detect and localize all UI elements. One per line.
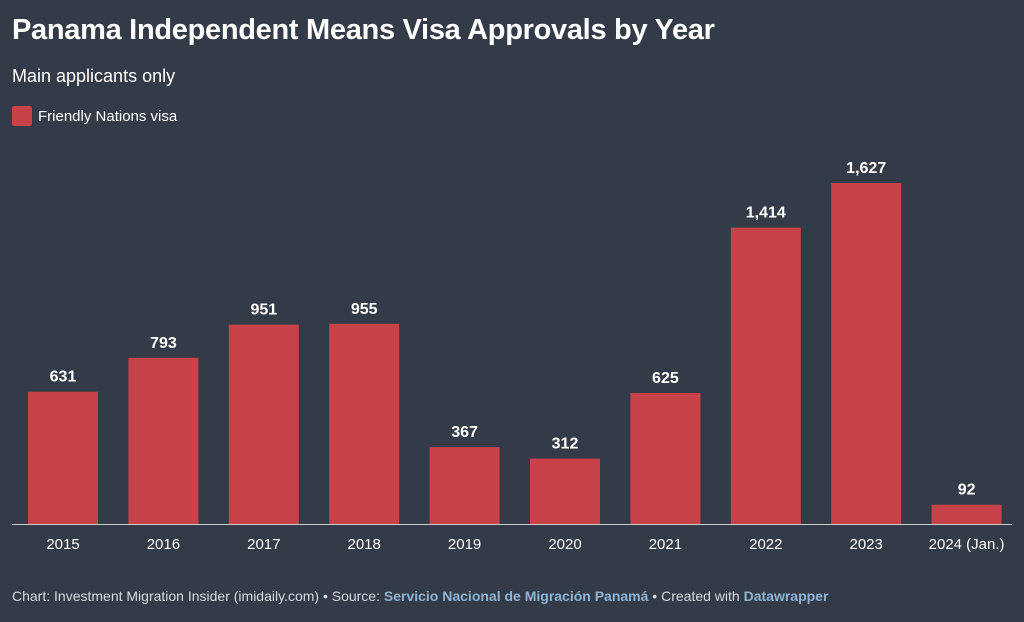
x-tick-label: 2019: [448, 536, 481, 553]
x-tick-label: 2015: [46, 536, 79, 553]
x-tick-label: 2016: [147, 536, 180, 553]
bar-2015[interactable]: [28, 391, 98, 524]
value-label: 1,414: [746, 205, 786, 222]
x-tick-label: 2022: [749, 536, 782, 553]
bar-2023[interactable]: [831, 183, 902, 524]
value-label: 955: [351, 301, 378, 318]
value-label: 312: [552, 436, 579, 453]
value-label: 367: [451, 424, 478, 441]
x-tick-label: 2018: [348, 536, 381, 553]
legend-swatch: [12, 106, 32, 126]
x-tick-label: 2024 (Jan.): [929, 536, 1005, 553]
value-label: 631: [50, 369, 77, 386]
bar-2021[interactable]: [630, 393, 701, 524]
legend: Friendly Nations visa: [12, 106, 177, 126]
value-label: 1,627: [846, 160, 886, 177]
value-label: 625: [652, 370, 679, 387]
value-label: 951: [250, 302, 277, 319]
footer-prefix: Chart: Investment Migration Insider (imi…: [12, 588, 384, 604]
bar-2024 (Jan.)[interactable]: [931, 504, 1002, 524]
source-link[interactable]: Servicio Nacional de Migración Panamá: [383, 588, 649, 604]
x-tick-label: 2021: [649, 536, 682, 553]
chart-subtitle: Main applicants only: [12, 66, 176, 86]
footer-middle: • Created with: [648, 588, 744, 604]
chart-title: Panama Independent Means Visa Approvals …: [12, 14, 715, 46]
bar-2022[interactable]: [730, 227, 801, 525]
x-tick-label: 2017: [247, 536, 280, 553]
x-tick-label: 2020: [548, 536, 581, 553]
bar-2019[interactable]: [429, 447, 500, 524]
x-tick-label: 2023: [850, 536, 883, 553]
bar-chart: 631 2015 793 2016 951 2017 955 2018 367 2019 312 20…: [12, 160, 1012, 553]
bar-2017[interactable]: [228, 324, 299, 524]
bar-2016[interactable]: [128, 357, 199, 524]
value-label: 793: [150, 335, 177, 352]
legend-label: Friendly Nations visa: [38, 107, 178, 125]
datawrapper-link[interactable]: Datawrapper: [743, 588, 829, 604]
footer-credits: Chart: Investment Migration Insider (imi…: [12, 588, 828, 604]
bar-2018[interactable]: [329, 323, 400, 524]
value-label: 92: [958, 482, 976, 499]
bar-2020[interactable]: [530, 458, 600, 524]
